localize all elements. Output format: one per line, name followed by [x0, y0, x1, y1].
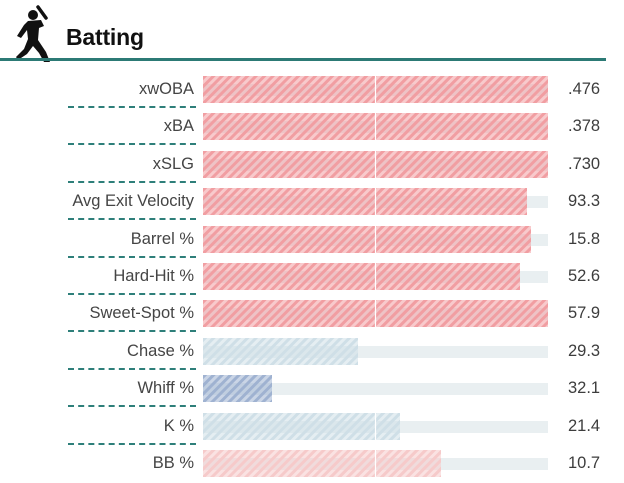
row-divider — [68, 180, 196, 183]
row-divider — [68, 218, 196, 221]
percentile-bar — [203, 225, 531, 253]
section-header: Batting — [0, 0, 624, 66]
percentile-bar — [203, 150, 548, 178]
stat-value: 29.3 — [568, 341, 601, 360]
stat-value: .378 — [568, 117, 601, 136]
stat-label: xwOBA — [138, 80, 194, 98]
stat-label: Avg Exit Velocity — [72, 192, 194, 211]
stat-row: Sweet-Spot % 57.9 — [0, 296, 624, 333]
row-divider — [68, 293, 196, 295]
stat-row: Barrel % 15.8 — [0, 222, 624, 259]
percentile-bar — [203, 450, 441, 477]
percentile-bar — [203, 375, 272, 403]
stat-row: xBA .378 — [0, 109, 624, 146]
row-divider — [68, 143, 196, 146]
page-title: Batting — [66, 24, 144, 50]
stat-row: xSLG .730 — [0, 147, 624, 184]
stat-value: 52.6 — [568, 267, 601, 285]
stat-label: Sweet-Spot % — [89, 304, 194, 323]
stat-value: .476 — [568, 80, 601, 98]
stat-value: 57.9 — [568, 304, 601, 323]
stat-label: K % — [163, 416, 194, 435]
percentile-bar — [203, 113, 548, 141]
header-divider — [0, 58, 606, 61]
stat-value: 93.3 — [568, 192, 601, 211]
stat-label: BB % — [152, 454, 194, 472]
row-divider — [68, 106, 196, 108]
stat-value: .730 — [568, 154, 601, 173]
percentile-bar — [203, 263, 520, 290]
percentile-bar — [203, 300, 548, 328]
row-divider — [68, 442, 196, 445]
stat-label: Hard-Hit % — [113, 267, 194, 285]
stat-value: 21.4 — [568, 416, 601, 435]
stat-row: BB % 10.7 — [0, 446, 624, 483]
stat-label: Whiff % — [137, 379, 194, 398]
percentile-bar — [203, 76, 548, 103]
stat-label: xSLG — [152, 154, 194, 173]
stat-row: Whiff % 32.1 — [0, 371, 624, 408]
row-divider — [68, 330, 196, 333]
row-divider — [68, 255, 196, 258]
stat-row: Chase % 29.3 — [0, 334, 624, 371]
stat-row: K % 21.4 — [0, 409, 624, 446]
percentile-bar — [203, 412, 400, 440]
row-divider — [68, 367, 196, 370]
stat-value: 15.8 — [568, 229, 601, 248]
stat-value: 32.1 — [568, 379, 601, 398]
percentile-bar — [203, 337, 358, 365]
stat-label: Barrel % — [130, 229, 194, 248]
row-divider — [68, 405, 196, 408]
percentile-track — [203, 383, 548, 396]
stat-label: Chase % — [127, 341, 194, 360]
stat-row: xwOBA .476 — [0, 72, 624, 109]
percentile-bar — [203, 188, 527, 216]
stat-label: xBA — [163, 117, 194, 136]
stat-row: Hard-Hit % 52.6 — [0, 259, 624, 296]
stat-row: Avg Exit Velocity 93.3 — [0, 184, 624, 221]
batter-icon — [16, 5, 50, 62]
stat-value: 10.7 — [568, 454, 601, 472]
